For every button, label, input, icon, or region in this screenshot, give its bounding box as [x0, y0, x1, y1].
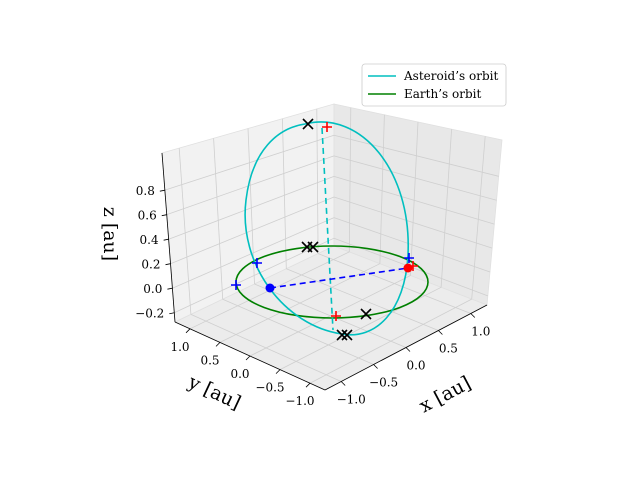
y-tick-mark	[245, 355, 251, 361]
z-ticks: 0.8 0.6 0.4 0.2 0.0 −0.2	[135, 184, 175, 321]
grid-line	[333, 176, 495, 225]
red-plus-marker	[331, 311, 341, 321]
z-tick-mark	[167, 287, 173, 290]
sun-marker	[403, 263, 413, 273]
grid-line	[317, 253, 471, 314]
x-marker	[360, 308, 372, 320]
y-tick-label: −1.0	[285, 394, 314, 408]
blue-plus-marker	[404, 253, 414, 263]
grid-line	[174, 237, 335, 314]
x-marker	[341, 329, 353, 341]
grid-line	[333, 196, 493, 249]
z-axis-label: z [au]	[99, 207, 121, 261]
x-tick-mark	[373, 364, 378, 369]
grid-line	[164, 134, 335, 191]
grid-line	[471, 136, 486, 300]
z-tick-label: −0.2	[135, 307, 164, 321]
grid-line	[316, 108, 319, 254]
grid-line	[286, 268, 439, 331]
z-tick-mark	[165, 263, 171, 266]
legend-box	[361, 63, 507, 107]
markers	[231, 118, 418, 341]
earth-marker	[265, 283, 275, 293]
red-plus-marker	[408, 261, 418, 271]
z-tick-label: 0.2	[141, 258, 160, 272]
y-tick-label: 0.0	[230, 367, 249, 381]
z-tick-label: 0.6	[138, 209, 157, 223]
y-tick-mark	[275, 369, 281, 374]
grid-line	[333, 134, 499, 177]
grid-line	[166, 155, 335, 216]
y-tick-label: 0.5	[200, 353, 219, 367]
x-tick-mark	[405, 347, 411, 352]
x-tick-mark	[470, 313, 476, 318]
grid-line	[379, 114, 385, 264]
grid-line	[172, 217, 335, 289]
blue-plus-marker	[231, 280, 241, 290]
x-tick-label: −1.0	[337, 393, 366, 407]
x-tick-mark	[438, 330, 443, 335]
grid-line	[333, 217, 491, 273]
z-tick-mark	[163, 238, 169, 241]
x-tick-label: 1.0	[471, 325, 490, 339]
grid-line	[249, 275, 411, 357]
z-tick-label: 0.0	[143, 282, 162, 296]
grid-line	[410, 121, 419, 276]
x-ticks: −1.0−0.5 0.0 0.5 1.0	[337, 313, 490, 407]
grid-lines	[164, 107, 499, 384]
y-tick-mark	[185, 328, 191, 334]
grid-line	[348, 107, 352, 252]
asteroid-node-line	[321, 127, 334, 331]
z-tick-label: 0.8	[136, 184, 155, 198]
blue-plus-marker	[252, 258, 262, 268]
z-tick-mark	[161, 214, 167, 217]
grid-line	[309, 298, 472, 384]
y-tick-label: −0.5	[255, 381, 284, 395]
y-ticks: 1.0 0.5 0.0 −0.5−1.0	[170, 328, 315, 408]
grid-line	[333, 155, 497, 201]
z-axis-line	[161, 152, 176, 323]
x-marker	[302, 118, 314, 130]
grid-line	[213, 138, 224, 300]
grid-line	[282, 118, 287, 269]
grid-line	[170, 196, 335, 265]
earth-sun-line	[269, 267, 409, 289]
y-tick-label: 1.0	[170, 340, 189, 354]
legend-label-asteroid: Asteroid’s orbit	[403, 69, 498, 83]
x-tick-label: 0.0	[406, 359, 425, 373]
legend-label-earth: Earth’s orbit	[404, 87, 481, 101]
red-plus-marker	[322, 122, 332, 132]
legend: Asteroid’s orbit Earth’s orbit	[361, 63, 507, 107]
grid-line	[178, 148, 192, 315]
x-marker	[307, 241, 319, 253]
x-tick-label: −0.5	[369, 376, 398, 390]
grid-line	[168, 176, 335, 240]
grid-line	[440, 129, 452, 288]
z-tick-mark	[169, 312, 175, 315]
x-axis-label: x [au]	[416, 372, 475, 417]
x-tick-label: 0.5	[439, 342, 458, 356]
x-tick-mark	[340, 381, 346, 386]
y-tick-mark	[215, 342, 221, 347]
z-tick-mark	[159, 189, 165, 192]
y-tick-mark	[305, 382, 311, 388]
x-marker	[336, 329, 348, 341]
z-tick-label: 0.4	[140, 233, 159, 247]
